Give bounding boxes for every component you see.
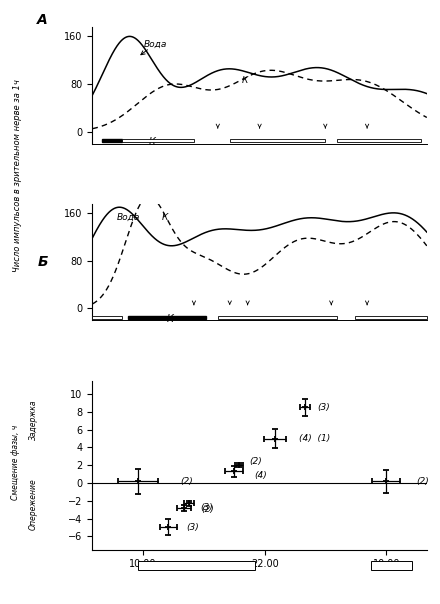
Text: Б: Б <box>37 255 48 269</box>
Text: А: А <box>37 13 48 27</box>
Text: К: К <box>161 213 168 222</box>
Bar <box>102 139 122 142</box>
Bar <box>230 139 325 142</box>
Text: (3): (3) <box>200 503 213 512</box>
Text: Число импульсов в зрительном нерве за 1ч: Число импульсов в зрительном нерве за 1ч <box>13 79 22 272</box>
Text: Вода: Вода <box>116 213 139 222</box>
Text: (3): (3) <box>317 403 330 412</box>
Text: К: К <box>242 76 248 85</box>
Text: (2): (2) <box>249 457 262 466</box>
Bar <box>138 561 254 570</box>
Bar <box>371 561 411 570</box>
Text: К: К <box>167 314 173 324</box>
Bar <box>218 316 337 319</box>
Text: (3): (3) <box>187 523 199 532</box>
Text: (4)  (1): (4) (1) <box>299 434 330 443</box>
Text: Смещение фазы, ч: Смещение фазы, ч <box>11 425 20 500</box>
Text: Задержка: Задержка <box>29 399 37 440</box>
Text: (2): (2) <box>417 477 429 486</box>
Bar <box>355 316 427 319</box>
Text: Опережение: Опережение <box>29 478 37 530</box>
Text: Вода: Вода <box>144 40 167 49</box>
Text: (2): (2) <box>180 477 193 486</box>
Bar <box>337 139 421 142</box>
Bar <box>128 316 206 319</box>
Bar <box>92 316 122 319</box>
Text: (4): (4) <box>254 471 267 480</box>
Text: (2): (2) <box>201 505 213 514</box>
Bar <box>122 139 194 142</box>
Text: К: К <box>149 137 156 147</box>
